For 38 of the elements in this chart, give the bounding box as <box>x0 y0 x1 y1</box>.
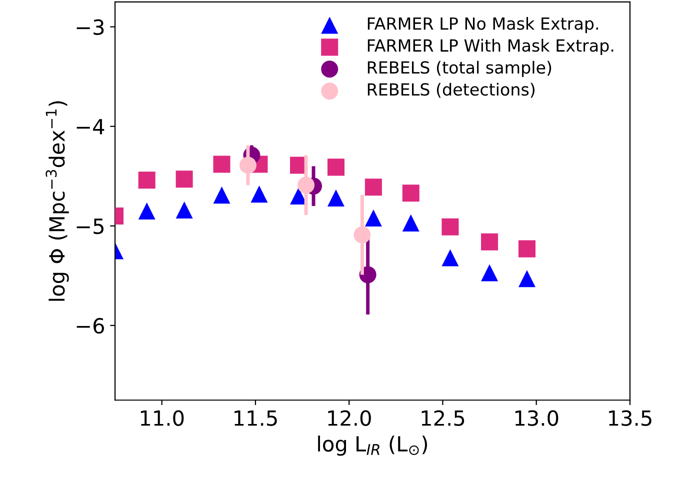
point <box>239 156 256 174</box>
x-tick-label: 11.0 <box>140 410 184 426</box>
point <box>213 156 230 173</box>
legend-label: FARMER LP No Mask Extrap. <box>368 16 598 34</box>
point <box>250 186 268 203</box>
point <box>364 178 382 196</box>
point <box>176 201 193 218</box>
y-tick-label: −5 <box>76 218 104 234</box>
point <box>298 176 315 194</box>
legend-label: REBELS (total sample) <box>368 60 552 77</box>
point <box>402 184 420 202</box>
point <box>442 218 459 236</box>
y-tick-label: −4 <box>76 119 104 134</box>
point <box>138 172 156 189</box>
x-tick-label: 12.0 <box>328 410 371 426</box>
x-tick-label: 12.5 <box>422 410 464 426</box>
x-tick-label: 13.0 <box>515 410 558 426</box>
point <box>364 209 382 226</box>
legend-label: REBELS (detections) <box>368 82 534 98</box>
y-axis-title: log Φ (Mpc$^{−3}$dex$^{−1}$) <box>46 101 69 301</box>
y-tick-label: −3 <box>76 19 104 36</box>
point <box>518 270 536 288</box>
point <box>213 186 230 204</box>
point <box>442 249 459 266</box>
y-tick-label: −6 <box>76 318 104 334</box>
point <box>354 226 371 244</box>
point <box>327 158 344 176</box>
point <box>176 170 193 188</box>
point <box>481 233 498 250</box>
point <box>481 264 498 282</box>
point <box>402 214 420 232</box>
point <box>518 240 536 258</box>
point <box>327 190 344 207</box>
legend-label: FARMER LP With Mask Extrap. <box>368 38 614 56</box>
x-axis-title: log L$_{IR}$ (L$_{⊙}$) <box>318 436 428 456</box>
x-tick-label: 11.5 <box>234 410 277 426</box>
x-tick-label: 13.5 <box>609 410 652 426</box>
point <box>138 202 156 220</box>
